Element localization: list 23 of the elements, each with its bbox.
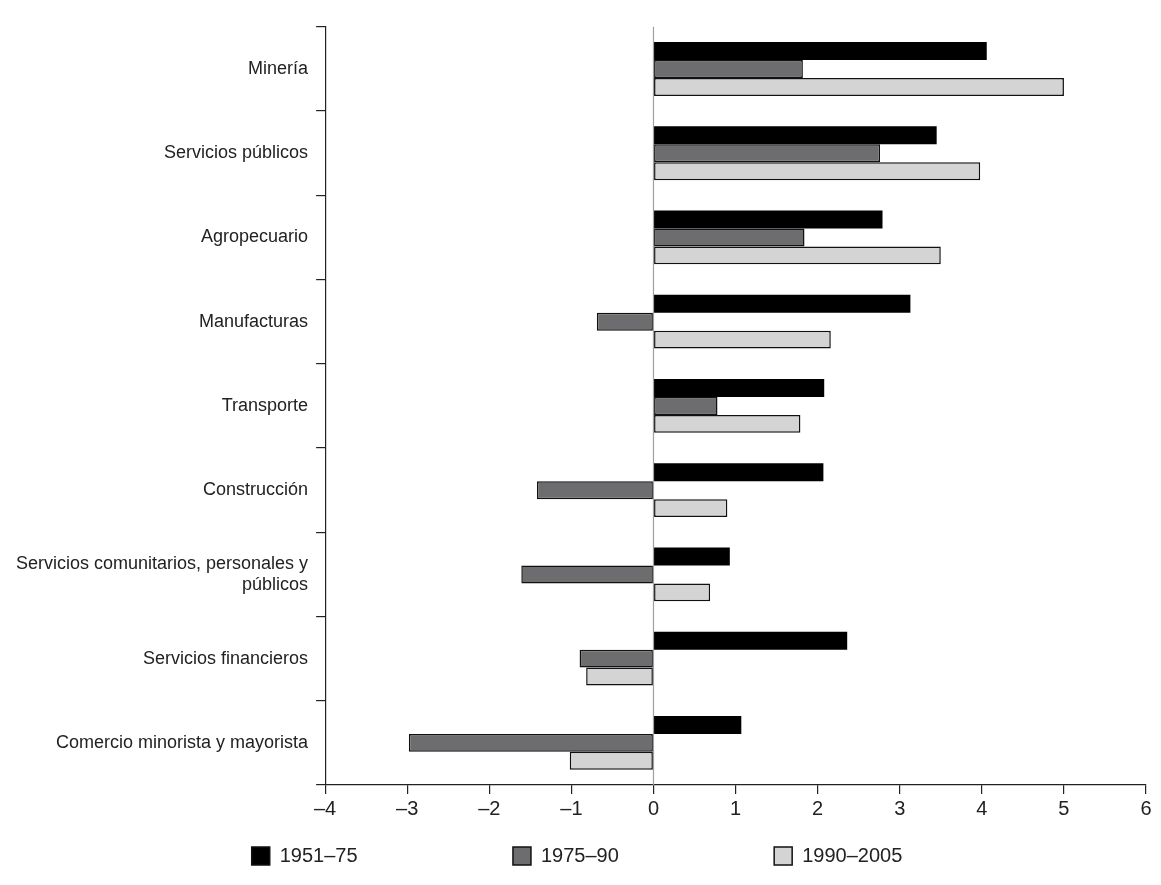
- x-tick-label: –4: [314, 796, 337, 819]
- y-tick-label: Servicios comunitarios, personales y públicos: [16, 552, 309, 595]
- y-tick-label: Servicios financieros: [143, 647, 309, 668]
- legend-label: 1951–75: [279, 843, 491, 866]
- x-tick-label: 4: [976, 796, 988, 819]
- x-tick-label: 1: [730, 796, 742, 819]
- x-tick-label: –2: [478, 796, 501, 819]
- x-tick-label: 0: [647, 796, 660, 819]
- y-tick-label: Construcción: [203, 479, 309, 500]
- legend-label: 1975–90: [540, 843, 753, 866]
- legend-label: 1990–2005: [802, 843, 903, 866]
- x-tick-label: 3: [894, 796, 906, 819]
- y-tick-label: Comercio minorista y mayorista: [56, 731, 310, 752]
- x-tick-label: –3: [396, 796, 419, 819]
- y-tick-label: Agropecuario: [201, 226, 309, 247]
- y-tick-label: Minería: [248, 57, 310, 78]
- y-tick-label: Manufacturas: [199, 310, 309, 331]
- y-tick-label: Transporte: [221, 394, 309, 415]
- x-tick-label: 6: [1140, 796, 1152, 819]
- x-tick-label: 2: [812, 796, 824, 819]
- x-tick-label: 5: [1058, 796, 1070, 819]
- x-tick-label: –1: [560, 796, 583, 819]
- y-tick-label: Servicios públicos: [164, 142, 309, 163]
